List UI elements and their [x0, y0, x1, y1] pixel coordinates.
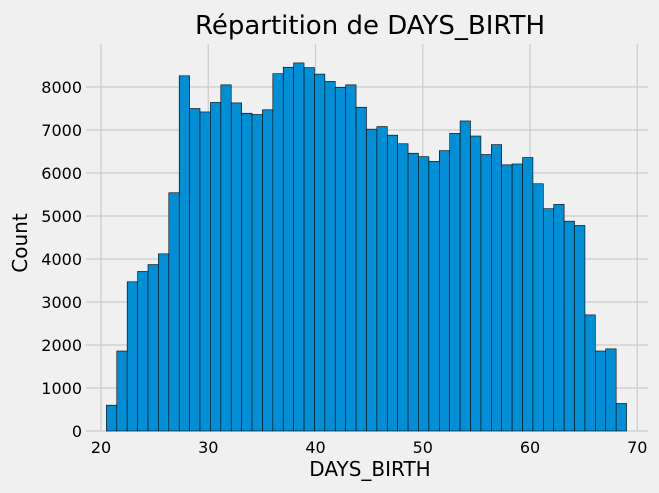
histogram-bar: [584, 314, 596, 432]
y-tick-label: 0: [72, 422, 82, 441]
histogram-bar: [147, 264, 159, 432]
x-tick-label: 40: [305, 438, 325, 457]
histogram-bar: [314, 73, 326, 432]
histogram-bar: [397, 143, 409, 432]
histogram-bar: [418, 156, 430, 432]
histogram-bar: [345, 84, 357, 432]
x-tick-label: 20: [91, 438, 111, 457]
histogram-bar: [210, 102, 222, 432]
histogram-bar: [532, 183, 544, 432]
histogram-bar: [449, 133, 461, 432]
histogram-bar: [230, 102, 242, 432]
histogram-bar: [480, 154, 492, 432]
histogram-bar: [293, 62, 305, 432]
histogram-bar: [438, 150, 450, 432]
x-tick-label: 50: [413, 438, 433, 457]
histogram-bar: [459, 120, 471, 432]
y-tick-label: 7000: [41, 121, 82, 140]
x-axis-label: DAYS_BIRTH: [309, 457, 430, 481]
y-tick-label: 1000: [41, 379, 82, 398]
histogram-bar: [241, 112, 253, 432]
histogram-bar: [251, 114, 263, 432]
histogram-bar: [501, 164, 513, 432]
histogram-bar: [386, 134, 398, 432]
histogram-bar: [553, 204, 565, 432]
histogram-bar: [366, 128, 378, 432]
histogram-bar: [574, 225, 586, 432]
histogram-bar: [407, 152, 419, 432]
y-axis-label: Count: [8, 213, 32, 273]
histogram-bar: [355, 106, 367, 432]
histogram-bar: [615, 403, 627, 432]
histogram-bar: [168, 192, 180, 432]
bars: [106, 62, 627, 432]
histogram-bar: [522, 157, 534, 432]
histogram-bar: [563, 220, 575, 432]
x-tick-label: 70: [627, 438, 647, 457]
histogram-bar: [303, 67, 315, 432]
x-tick-label: 30: [198, 438, 218, 457]
histogram-bar: [491, 144, 503, 432]
histogram-bar: [282, 66, 294, 432]
y-tick-label: 3000: [41, 293, 82, 312]
histogram-bar: [178, 75, 190, 432]
histogram-bar: [324, 81, 336, 432]
histogram-bar: [262, 109, 274, 432]
histogram-bar: [158, 253, 170, 432]
histogram-bar: [272, 73, 284, 432]
histogram-bar: [116, 350, 128, 432]
y-tick-label: 5000: [41, 207, 82, 226]
chart-title: Répartition de DAYS_BIRTH: [195, 11, 545, 41]
y-tick-label: 8000: [41, 78, 82, 97]
y-tick-label: 6000: [41, 164, 82, 183]
histogram-bar: [220, 84, 232, 432]
y-tick-label: 4000: [41, 250, 82, 269]
histogram-bar: [137, 271, 149, 432]
histogram-bar: [334, 87, 346, 432]
histogram-bar: [126, 281, 138, 432]
x-axis-ticks: 20 30 40 50 60 70: [91, 438, 648, 457]
histogram-bar: [376, 126, 388, 432]
histogram-bar: [605, 348, 617, 432]
histogram-bar: [189, 108, 201, 432]
histogram-bar: [595, 350, 607, 432]
y-axis-ticks: 0 1000 2000 3000 4000 5000 6000 7000 8000: [41, 78, 82, 441]
histogram-bar: [543, 208, 555, 432]
x-tick-label: 60: [520, 438, 540, 457]
histogram-bar: [511, 163, 523, 432]
y-tick-label: 2000: [41, 336, 82, 355]
histogram-bar: [470, 135, 482, 432]
histogram-bar: [199, 111, 211, 432]
histogram-bar: [428, 161, 440, 432]
histogram-bar: [106, 404, 118, 432]
